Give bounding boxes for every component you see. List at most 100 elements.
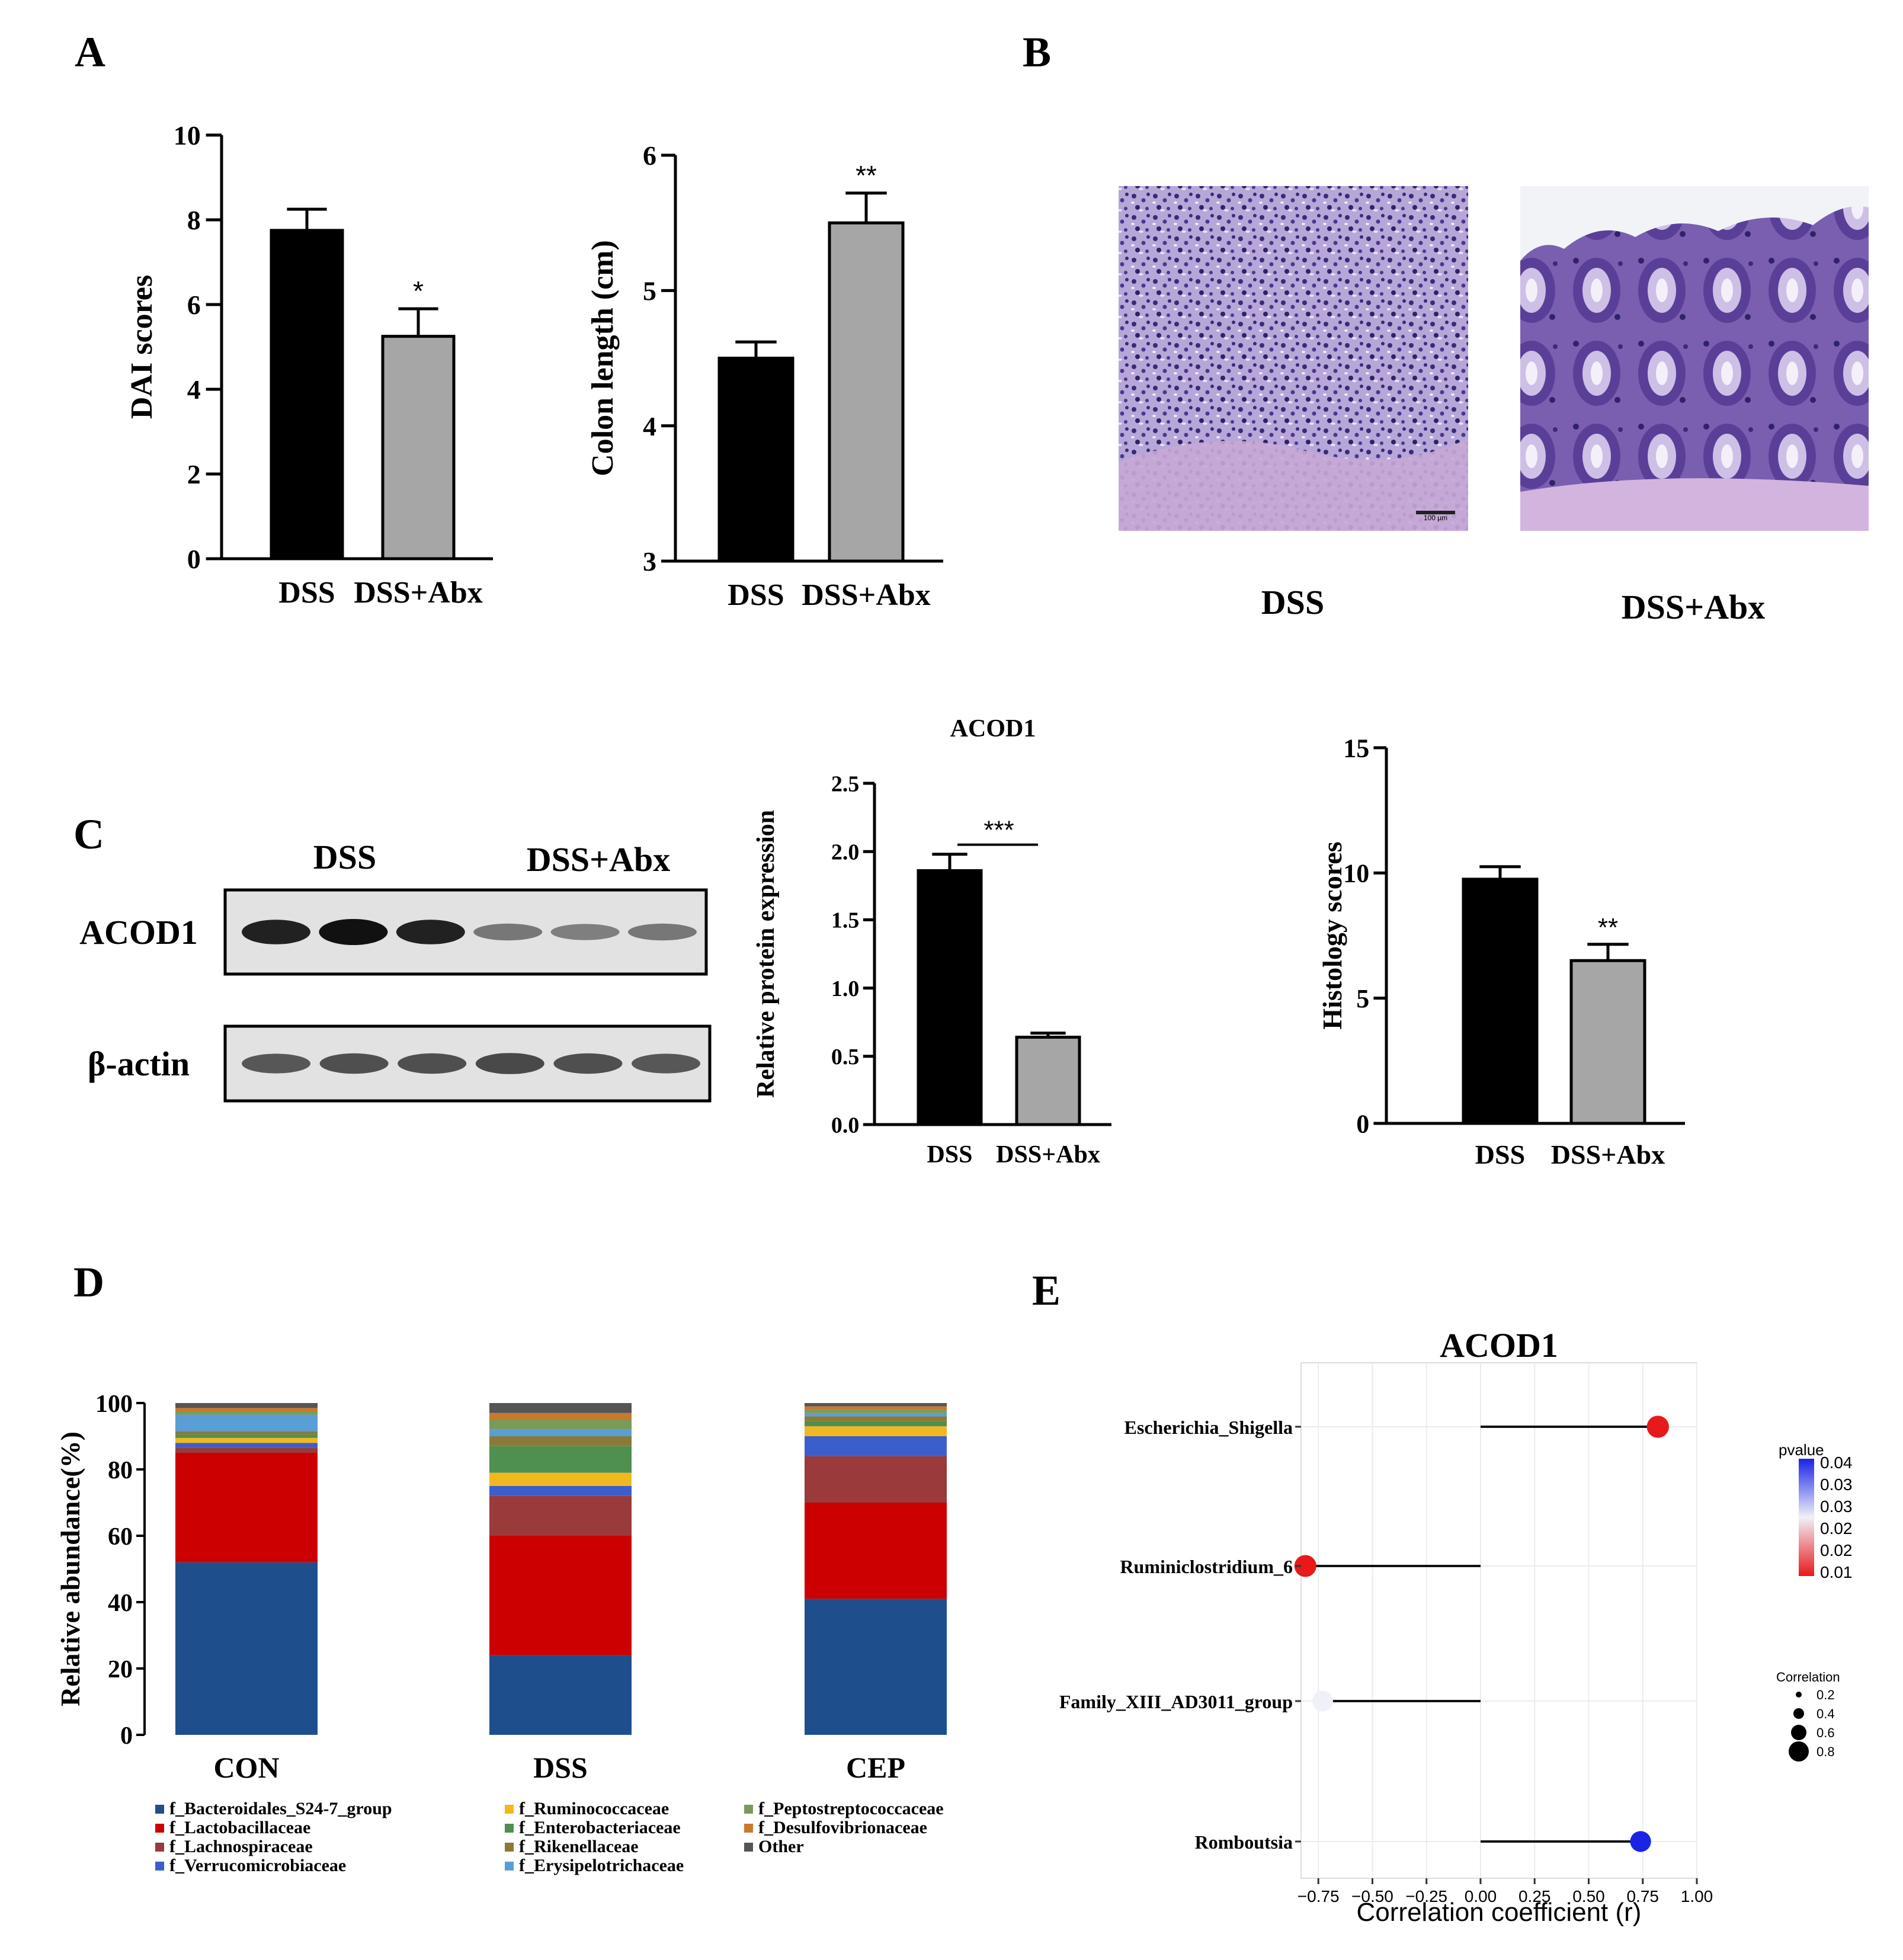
stacked-segment (489, 1429, 632, 1436)
chart-title: ACOD1 (1440, 1326, 1558, 1365)
legend-swatch (505, 1843, 514, 1852)
x-tick-label: DSS (1475, 1139, 1525, 1170)
stacked-segment (175, 1403, 318, 1408)
blot-band (319, 919, 388, 945)
blot-band (550, 924, 620, 940)
x-tick-label: CON (213, 1751, 279, 1784)
stacked-segment (805, 1410, 947, 1413)
x-tick-label: −0.25 (1405, 1887, 1447, 1905)
stacked-segment (805, 1503, 947, 1599)
panel-label-b: B (1023, 28, 1051, 76)
blot-band (242, 1053, 310, 1074)
legend-swatch (155, 1843, 164, 1852)
y-tick-label: 1.5 (831, 908, 860, 933)
stacked-segment (489, 1403, 632, 1413)
scale-bar (1416, 511, 1455, 514)
x-tick-label: 0.50 (1572, 1887, 1605, 1905)
panel-label-e: E (1032, 1267, 1061, 1314)
correlation-legend-tick: 0.2 (1816, 1687, 1835, 1702)
x-tick-label: DSS (533, 1751, 588, 1784)
correlation-legend-tick: 0.6 (1816, 1725, 1835, 1740)
x-tick-label: −0.50 (1351, 1887, 1393, 1905)
pvalue-colorbar (1799, 1459, 1814, 1576)
x-tick-label: 0.25 (1518, 1887, 1551, 1905)
stacked-segment (175, 1443, 318, 1448)
legend-swatch (155, 1824, 164, 1833)
relative-abundance-chart: 0 20 40 60 80 100 Relative abundance(%) CON DSS C… (55, 1391, 947, 1875)
legend-swatch (744, 1824, 753, 1833)
y-tick-label: 0 (187, 544, 201, 574)
y-axis-label: DAI scores (125, 275, 159, 419)
blot-band (632, 1053, 700, 1074)
bar-dss-abx (828, 221, 905, 563)
x-tick-label: CEP (846, 1751, 905, 1784)
y-tick-label: 0 (120, 1722, 133, 1750)
stacked-segment (489, 1413, 632, 1420)
blot-row-label: β-actin (88, 1045, 190, 1083)
stacked-segment (175, 1434, 318, 1438)
y-tick-label: Romboutsia (1195, 1831, 1293, 1853)
bar-dss-abx (1015, 1036, 1081, 1126)
y-tick-label: Ruminiclostridium_6 (1120, 1556, 1293, 1577)
stacked-segment (805, 1403, 947, 1407)
stacked-segment (805, 1406, 947, 1410)
y-tick-label: 1.0 (831, 976, 860, 1001)
legend-label: f_Lachnospiraceae (169, 1837, 313, 1856)
legend-swatch (744, 1843, 753, 1852)
histology-scores-chart: DSS ** DSS+Abx 0 5 10 15 Histology scores (1317, 734, 1685, 1170)
stacked-segment (489, 1495, 632, 1536)
panel-label-d: D (73, 1258, 104, 1306)
pvalue-legend-title: pvalue (1779, 1441, 1824, 1459)
panel-label-a: A (75, 28, 105, 76)
correlation-legend-dot (1791, 1725, 1806, 1740)
legend-swatch (155, 1805, 164, 1814)
y-tick-label: 0.5 (831, 1045, 860, 1069)
legend-label: f_Lactobacillaceae (169, 1818, 310, 1837)
y-tick-label: 4 (643, 411, 656, 441)
stacked-segment (805, 1426, 947, 1436)
blot-band (242, 920, 310, 944)
legend-label: f_Desulfovibrionaceae (758, 1818, 927, 1837)
histology-label-dss-abx: DSS+Abx (1622, 588, 1766, 626)
pvalue-legend-tick: 0.02 (1820, 1519, 1853, 1538)
stacked-segment (175, 1562, 318, 1735)
stacked-segment (489, 1655, 632, 1735)
y-tick-label: 15 (1343, 734, 1369, 763)
stacked-segment (489, 1536, 632, 1655)
x-tick-label: DSS (927, 1141, 972, 1168)
lollipop-point (1312, 1690, 1333, 1712)
panel-label-c: C (73, 811, 104, 858)
x-tick-label: DSS+Abx (802, 578, 931, 612)
stacked-segment (805, 1413, 947, 1417)
blot-band (319, 1053, 389, 1074)
y-tick-label: 0.0 (831, 1113, 860, 1138)
y-tick-label: 5 (1356, 984, 1369, 1013)
y-axis-label: Relative abundance(%) (55, 1431, 85, 1706)
blot-band (553, 1053, 623, 1074)
x-tick-label: 0.75 (1626, 1887, 1659, 1905)
significance-marker: ** (856, 160, 877, 191)
western-blot: DSS DSS+Abx ACOD1 β-actin (79, 838, 712, 1103)
y-tick-label: 2.5 (831, 771, 860, 796)
pvalue-legend-tick: 0.04 (1820, 1453, 1853, 1472)
histology-image-dss: 100 μm (1119, 186, 1468, 531)
y-tick-label: 5 (643, 276, 656, 306)
x-tick-label: −0.75 (1298, 1887, 1340, 1905)
legend-label: f_Rikenellaceae (519, 1837, 639, 1856)
stacked-segment (805, 1436, 947, 1456)
bar-dss-abx (381, 335, 456, 561)
blot-band (475, 1053, 544, 1074)
histology-image-dss-abx (1520, 186, 1869, 531)
stacked-segment (175, 1453, 318, 1562)
y-tick-label: 100 (95, 1391, 133, 1418)
stacked-segment (175, 1437, 318, 1443)
y-tick-label: 80 (108, 1457, 133, 1484)
stacked-segment (175, 1447, 318, 1453)
legend-swatch (155, 1862, 164, 1871)
legend-swatch (505, 1862, 514, 1871)
legend-label: f_Enterobacteriaceae (519, 1818, 681, 1837)
acod1-expression-chart: DSS DSS+Abx *** 0.0 0.5 1.0 1.5 2.0 2.5 Relative … (752, 715, 1111, 1168)
legend-label: f_Erysipelotrichaceae (519, 1856, 684, 1875)
blot-band (628, 923, 697, 941)
lollipop-point (1630, 1831, 1651, 1852)
